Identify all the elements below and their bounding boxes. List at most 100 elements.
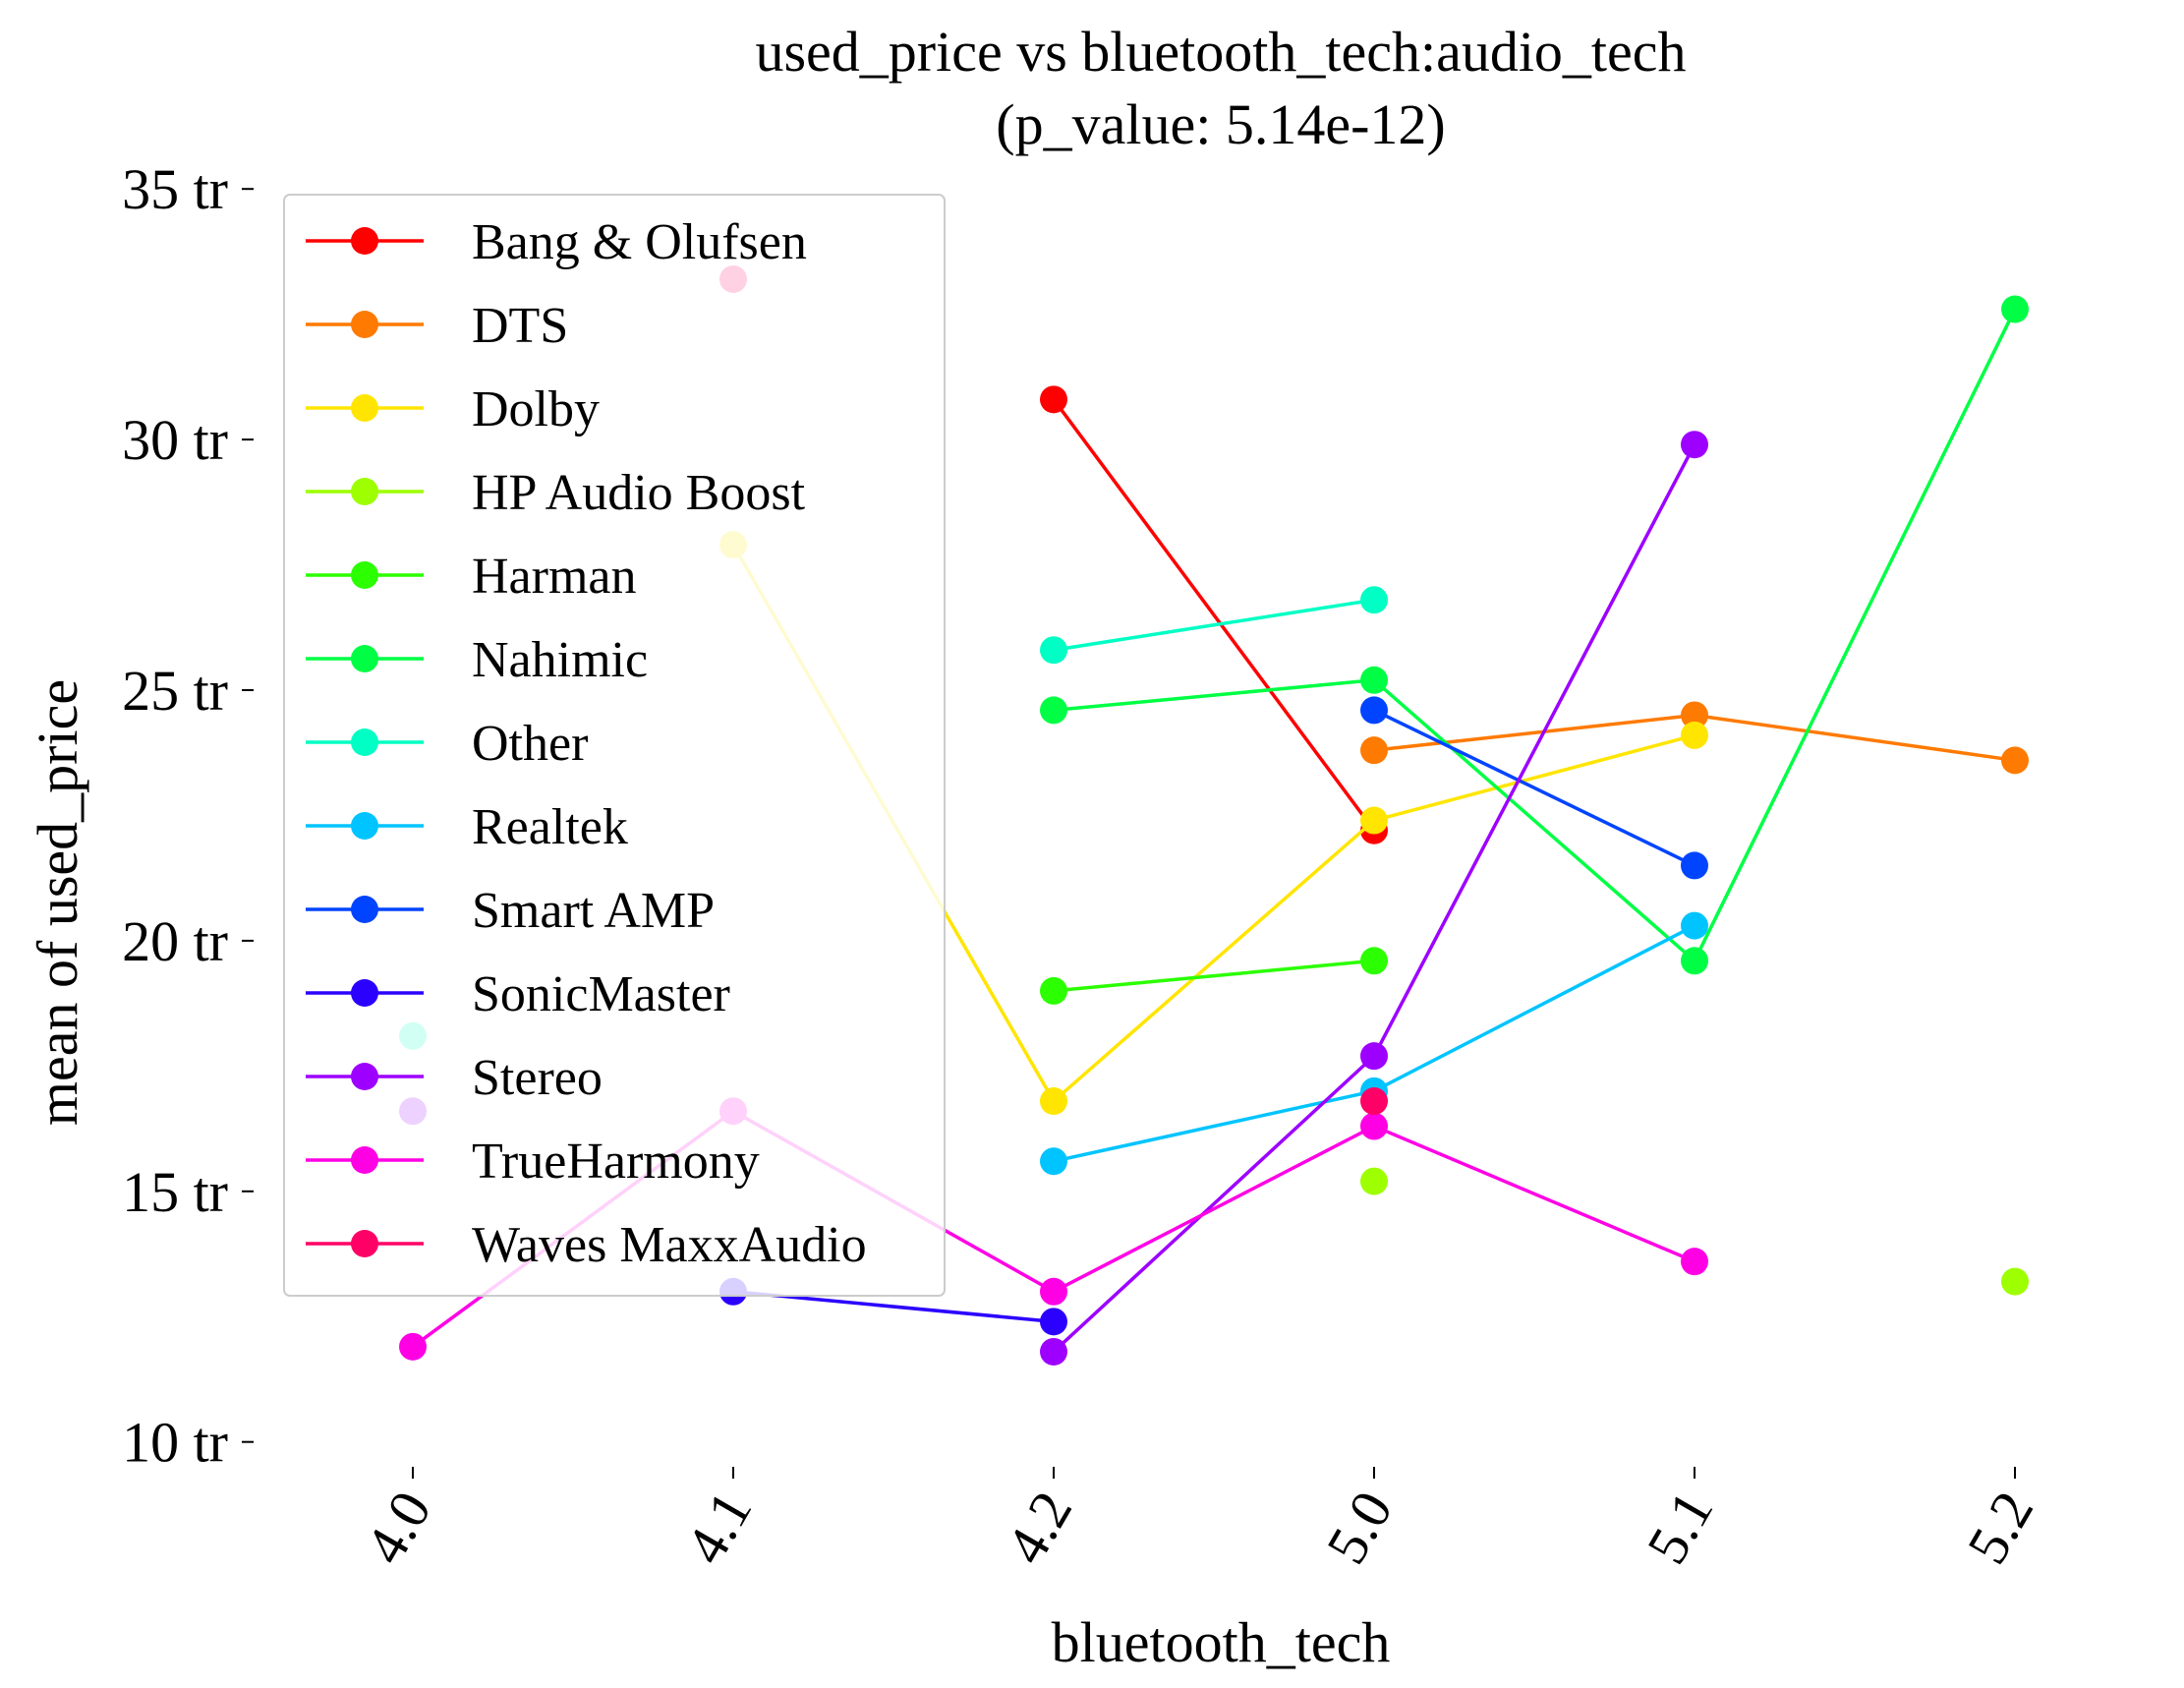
data-point [1360, 806, 1388, 835]
legend-label: Dolby [472, 381, 600, 437]
data-point [1360, 666, 1388, 694]
data-point [1360, 1042, 1388, 1071]
legend-item: Realtek [306, 799, 628, 855]
data-point [2001, 746, 2029, 775]
series-8 [1360, 696, 1708, 880]
y-tick-label: 30 tr [122, 408, 228, 472]
data-point [1681, 701, 1708, 729]
data-point [2001, 1267, 2029, 1296]
legend-swatch-marker [351, 728, 378, 756]
legend-swatch-marker [351, 227, 378, 255]
x-tick-label: 5.2 [1955, 1481, 2046, 1574]
legend-item: Dolby [306, 381, 600, 437]
y-tick-label: 25 tr [122, 659, 228, 723]
data-point [1681, 947, 1708, 975]
y-tick-label: 10 tr [122, 1411, 228, 1475]
legend-label: Other [472, 716, 588, 772]
legend-label: Bang & Olufsen [472, 214, 807, 270]
data-point [1040, 1337, 1067, 1366]
legend-swatch-marker [351, 896, 378, 923]
legend-label: HP Audio Boost [472, 465, 806, 521]
data-point [1681, 911, 1708, 940]
data-point [1360, 1112, 1388, 1140]
series-line [1373, 708, 1695, 868]
data-point [1681, 1248, 1708, 1276]
legend-label: Smart AMP [472, 883, 715, 939]
data-point [1360, 696, 1388, 725]
legend-label: Nahimic [472, 632, 648, 688]
legend-swatch-marker [351, 311, 378, 338]
data-point [1681, 431, 1708, 459]
data-point [1360, 1167, 1388, 1195]
series-line [1052, 443, 1696, 1354]
series-5 [1040, 295, 2029, 975]
legend-item: TrueHarmony [306, 1134, 760, 1190]
data-point [1040, 385, 1067, 414]
legend-frame [283, 194, 946, 1297]
legend-swatch-marker [351, 1063, 378, 1090]
legend-swatch-marker [351, 812, 378, 840]
x-axis: 4.0 4.1 4.2 5.0 5.1 5.2 [353, 1467, 2046, 1574]
series-0 [1040, 385, 1388, 844]
legend-item: Stereo [306, 1050, 603, 1106]
legend-label: Stereo [472, 1050, 603, 1106]
data-point [1360, 947, 1388, 975]
x-tick-label: 4.1 [673, 1481, 765, 1574]
legend-swatch-marker [351, 979, 378, 1007]
y-axis-label: mean of used_price [26, 679, 89, 1126]
series-line [1053, 598, 1375, 652]
data-point [1040, 1087, 1067, 1116]
legend-swatch-marker [351, 1146, 378, 1174]
legend-item: Smart AMP [306, 883, 715, 939]
series-4 [1040, 947, 1388, 1005]
data-point [1681, 851, 1708, 880]
legend-label: SonicMaster [472, 966, 730, 1022]
chart-subtitle: (p_value: 5.14e-12) [996, 92, 1445, 156]
data-point [1360, 1087, 1388, 1116]
legend-item: DTS [306, 298, 568, 354]
legend-label: DTS [472, 298, 568, 354]
legend-label: Realtek [472, 799, 628, 855]
legend-swatch-marker [351, 645, 378, 672]
data-point [1360, 586, 1388, 614]
legend-swatch-marker [351, 1230, 378, 1257]
x-tick-label: 4.2 [994, 1481, 1085, 1574]
x-tick-label: 5.0 [1314, 1481, 1406, 1574]
legend-item: HP Audio Boost [306, 465, 806, 521]
chart-title: used_price vs bluetooth_tech:audio_tech [755, 20, 1686, 84]
legend-item: Waves MaxxAudio [306, 1217, 867, 1273]
data-point [1040, 696, 1067, 725]
legend-swatch-marker [351, 478, 378, 505]
data-point [1360, 736, 1388, 765]
data-point [399, 1332, 427, 1361]
y-axis: 10 tr 15 tr 20 tr 25 tr 30 tr 35 tr [122, 157, 254, 1475]
y-tick-label: 20 tr [122, 909, 228, 973]
legend-swatch-marker [351, 394, 378, 422]
data-point [1040, 976, 1067, 1005]
series-line [1052, 398, 1376, 832]
legend-label: Harman [472, 549, 636, 605]
x-tick-label: 4.0 [353, 1481, 444, 1574]
legend-label: Waves MaxxAudio [472, 1217, 867, 1273]
y-tick-label: 15 tr [122, 1160, 228, 1224]
data-point [1040, 1277, 1067, 1306]
series-1 [1360, 701, 2029, 775]
legend-item: Other [306, 716, 588, 772]
legend-item: SonicMaster [306, 966, 730, 1022]
x-tick-label: 5.1 [1635, 1481, 1726, 1574]
data-point [2001, 295, 2029, 323]
legend-label: TrueHarmony [472, 1134, 760, 1190]
data-point [1040, 1308, 1067, 1336]
x-axis-label: bluetooth_tech [1052, 1610, 1391, 1674]
y-tick-label: 35 tr [122, 157, 228, 221]
series-line [1053, 959, 1375, 993]
data-point [1040, 1147, 1067, 1176]
legend-item: Bang & Olufsen [306, 214, 807, 270]
legend-item: Harman [306, 549, 636, 605]
data-point [1681, 721, 1708, 749]
series-line [1053, 308, 2017, 964]
legend-swatch-marker [351, 561, 378, 589]
series-3 [1360, 1167, 2029, 1296]
data-point [1040, 636, 1067, 665]
